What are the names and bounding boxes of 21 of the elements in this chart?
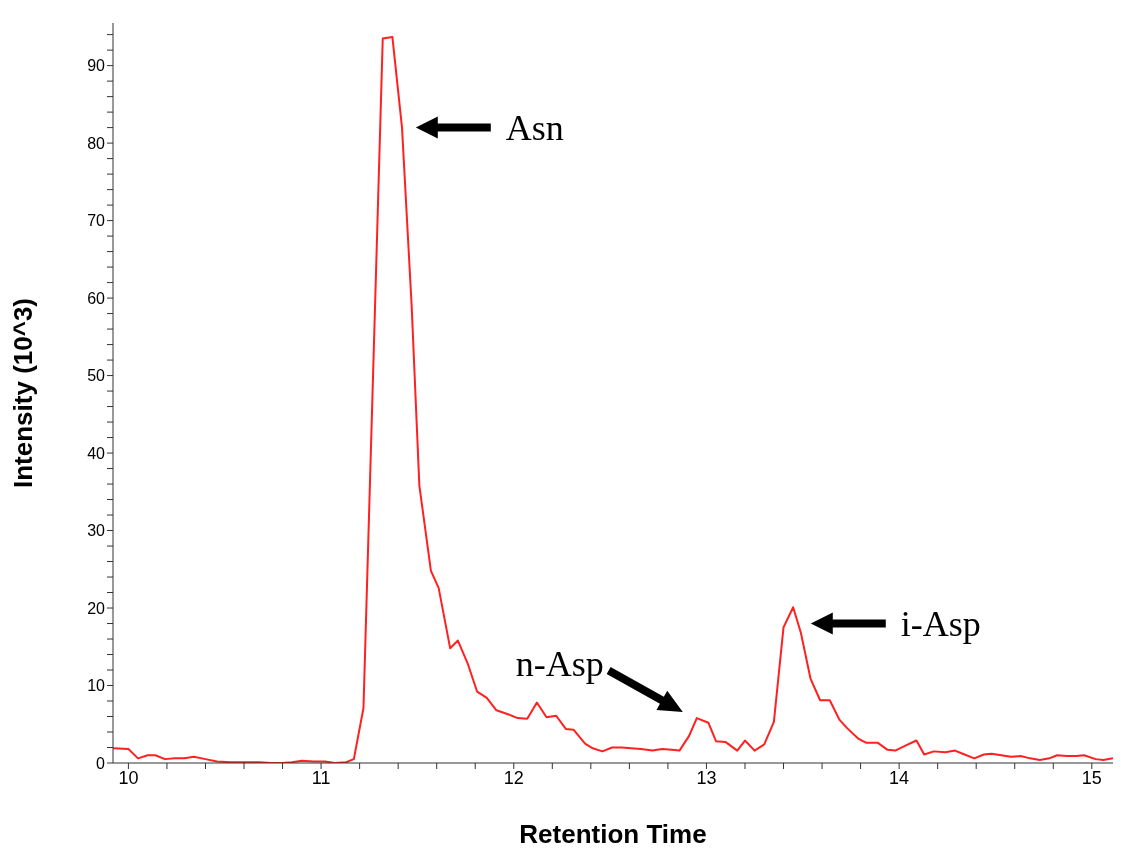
annotation: i-Asp xyxy=(900,603,981,644)
x-tick-label: 13 xyxy=(696,767,717,788)
y-tick-label: 40 xyxy=(87,444,106,462)
y-tick-label: 0 xyxy=(96,754,106,772)
x-axis-title: Retention Time xyxy=(519,819,707,849)
y-tick-label: 30 xyxy=(87,522,106,540)
x-tick-label: 12 xyxy=(503,767,524,788)
x-tick-label: 10 xyxy=(118,767,139,788)
y-axis-title: Intensity (10^3) xyxy=(8,297,39,489)
y-tick-label: 70 xyxy=(87,212,106,230)
annotation: n-Asp xyxy=(515,643,604,684)
annotation: Asn xyxy=(505,107,564,148)
y-tick-label: 60 xyxy=(87,289,106,307)
x-tick-label: 15 xyxy=(1081,767,1102,788)
y-tick-label: 10 xyxy=(87,677,106,695)
x-tick-label: 11 xyxy=(311,767,331,788)
x-tick-label: 14 xyxy=(889,767,910,788)
y-tick-label: 90 xyxy=(87,57,106,75)
y-tick-label: 20 xyxy=(87,599,106,617)
y-tick-label: 80 xyxy=(87,134,106,152)
y-tick-label: 50 xyxy=(87,367,106,385)
